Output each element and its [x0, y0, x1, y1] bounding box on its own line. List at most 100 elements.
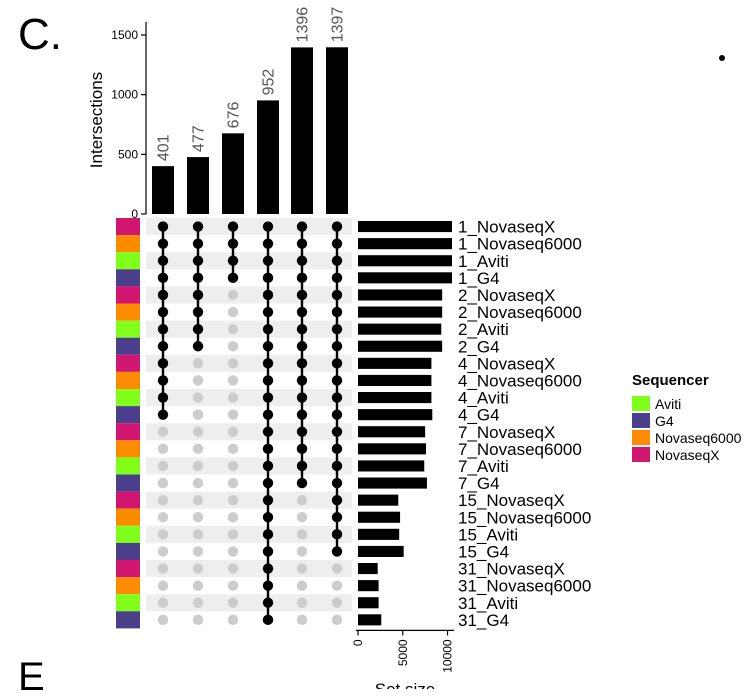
matrix-dot-filled [262, 512, 274, 523]
matrix-dot-filled [262, 255, 274, 266]
intersection-bar-value-label: 477 [191, 125, 208, 152]
matrix-dot-filled [296, 306, 308, 318]
matrix-dot-filled [331, 460, 343, 472]
matrix-dot-filled [192, 221, 204, 232]
intersection-y-axis-title: Intersections [87, 72, 106, 168]
matrix-dot-empty [192, 460, 204, 472]
sequencer-color-swatch-g4 [116, 542, 140, 560]
matrix-dot-filled [296, 477, 308, 489]
matrix-dot-filled [262, 443, 274, 455]
matrix-dot-empty [227, 443, 239, 455]
set-label: 2_Aviti [458, 320, 509, 339]
intersection-bar-value-label: 1396 [295, 7, 312, 43]
matrix-row-stripe [146, 286, 352, 304]
set-size-bar [358, 426, 426, 438]
matrix-dot-filled [262, 460, 274, 472]
matrix-dot-empty [296, 597, 308, 608]
matrix-dot-empty [192, 563, 204, 574]
matrix-dot-filled [262, 529, 274, 540]
matrix-dot-filled [192, 238, 204, 249]
intersection-bar-chart: 0 500 1000 1500 Intersections 401 477 676 952 139… [87, 7, 348, 221]
sequencer-color-swatch-novaseqx [116, 218, 140, 236]
sequencer-color-swatch-novaseq6000 [116, 440, 140, 458]
sequencer-color-swatch-aviti [116, 457, 140, 475]
set-size-bar [358, 597, 379, 609]
matrix-dot-filled [157, 289, 169, 301]
sequencer-color-swatch-novaseq6000 [116, 577, 140, 595]
matrix-dot-empty [157, 529, 169, 540]
legend-item-novaseq6000: Novaseq6000 [632, 429, 741, 446]
matrix-dot-empty [296, 563, 308, 574]
set-size-bar [358, 306, 443, 318]
matrix-dot-empty [192, 494, 204, 506]
matrix-dot-filled [331, 443, 343, 455]
set-label: 4_Novaseq6000 [458, 371, 582, 390]
matrix-dot-filled [296, 221, 308, 232]
matrix-dot-empty [227, 289, 239, 301]
set-size-bar [358, 374, 432, 386]
set-size-bar [358, 392, 432, 404]
matrix-dot-empty [157, 563, 169, 574]
set-size-bar [358, 289, 443, 301]
matrix-row-stripe [146, 423, 352, 441]
set-size-bar [358, 357, 432, 369]
sequencer-color-swatch-aviti [116, 320, 140, 338]
legend-swatch [632, 430, 650, 445]
set-size-bar [358, 528, 400, 540]
matrix-dot-empty [227, 409, 239, 420]
legend-items: Aviti G4 Novaseq6000 NovaseqX [632, 395, 741, 463]
set-size-x-tick-label: 0 [351, 639, 365, 646]
set-label: 31_Aviti [458, 594, 518, 613]
matrix-dot-empty [227, 358, 239, 369]
matrix-dot-filled [262, 323, 274, 335]
matrix-row-stripe [146, 389, 352, 407]
sequencer-color-swatch-novaseq6000 [116, 371, 140, 389]
matrix-row-stripe [146, 594, 352, 612]
matrix-dot-filled [157, 341, 169, 352]
matrix-dot-filled [192, 341, 204, 352]
matrix-dot-filled [262, 289, 274, 301]
set-label: 15_Aviti [458, 525, 518, 544]
matrix-dot-empty [227, 580, 239, 591]
matrix-dot-filled [192, 255, 204, 266]
set-size-bar [358, 614, 382, 626]
set-label: 15_Novaseq6000 [458, 508, 591, 527]
matrix-dot-empty [227, 563, 239, 574]
set-label: 7_NovaseqX [458, 423, 555, 442]
matrix-dot-filled [296, 460, 308, 472]
matrix-dot-filled [296, 409, 308, 420]
sequencer-color-swatch-novaseq6000 [116, 508, 140, 526]
set-label: 1_Novaseq6000 [458, 235, 582, 254]
matrix-row-stripe [146, 354, 352, 372]
matrix-dot-filled [296, 272, 308, 284]
set-size-x-tick-label: 10000 [441, 639, 455, 673]
matrix-dot-empty [227, 494, 239, 506]
set-size-bar [358, 494, 399, 506]
set-size-bar [358, 460, 425, 472]
matrix-dot-empty [192, 529, 204, 540]
legend-swatch [632, 413, 650, 428]
matrix-dot-filled [262, 221, 274, 232]
matrix-dot-filled [262, 409, 274, 420]
intersection-y-tick-label: 500 [118, 147, 138, 161]
set-size-bar [358, 272, 452, 284]
matrix-dot-empty [227, 529, 239, 540]
matrix-dot-filled [192, 272, 204, 284]
matrix-dot-empty [227, 546, 239, 557]
matrix-dot-filled [262, 494, 274, 506]
matrix-dot-filled [331, 477, 343, 489]
matrix-dot-empty [192, 392, 204, 403]
matrix-dot-filled [227, 221, 239, 232]
matrix-dot-empty [227, 512, 239, 523]
matrix-dot-filled [262, 563, 274, 574]
set-rows: 1_NovaseqX1_Novaseq60001_Aviti1_G42_Nova… [116, 218, 591, 630]
legend-label: Aviti [655, 395, 682, 412]
legend-label: G4 [655, 412, 674, 429]
matrix-dot-filled [296, 289, 308, 301]
matrix-dot-empty [192, 358, 204, 369]
matrix-dot-empty [296, 546, 308, 557]
sequencer-color-swatch-novaseq6000 [116, 303, 140, 321]
intersection-y-tick-label: 1500 [111, 28, 138, 42]
set-label: 2_Novaseq6000 [458, 303, 582, 322]
matrix-dot-filled [157, 255, 169, 266]
